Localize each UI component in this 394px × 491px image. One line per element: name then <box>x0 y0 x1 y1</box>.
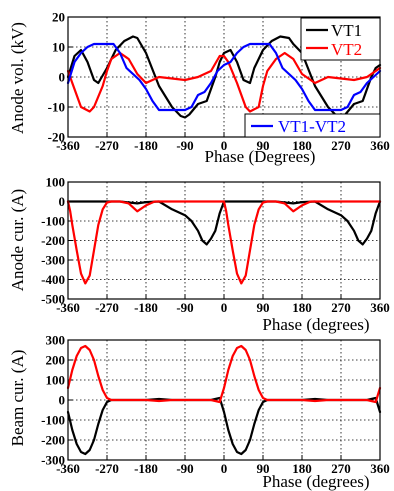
y-axis-label: Beam cur. (A) <box>8 350 27 447</box>
panel-anode-voltage: Anode vol. (kV) Phase (Degrees) -360 -270… <box>8 10 390 167</box>
x-tick-label: 360 <box>370 138 390 153</box>
y-tick-label: -200 <box>41 233 65 248</box>
y-tick-label: 100 <box>46 175 66 190</box>
x-tick-label: 270 <box>331 138 351 153</box>
y-tick-label: -500 <box>41 292 65 307</box>
x-tick-label: 270 <box>331 300 351 315</box>
y-tick-label: -300 <box>41 253 65 268</box>
x-tick-label: 0 <box>221 461 228 476</box>
series-line-vt2 <box>66 51 382 113</box>
x-tick-label: -90 <box>176 300 193 315</box>
plot-frame <box>67 181 381 300</box>
y-tick-label: 0 <box>59 393 66 408</box>
y-tick-label: 0 <box>59 194 66 209</box>
x-tick-label: -270 <box>95 138 119 153</box>
x-tick-label: 180 <box>292 461 312 476</box>
x-tick-label: 90 <box>257 138 270 153</box>
x-tick-label: -270 <box>95 461 119 476</box>
x-tick-label: -90 <box>176 461 193 476</box>
x-tick-label: -180 <box>134 300 158 315</box>
x-tick-label: 90 <box>257 300 270 315</box>
plot-frame <box>67 339 381 461</box>
y-tick-label: -400 <box>41 272 65 287</box>
legend-label-vt1: VT1 <box>331 21 362 40</box>
x-tick-label: 270 <box>331 461 351 476</box>
x-tick-label: 0 <box>221 138 228 153</box>
y-tick-label: 20 <box>52 10 65 25</box>
y-tick-label: 200 <box>46 353 66 368</box>
series-line-series-2 <box>66 200 382 285</box>
y-tick-label: 300 <box>46 333 66 348</box>
y-tick-label: 100 <box>46 373 66 388</box>
x-tick-label: 360 <box>370 461 390 476</box>
series-line-series-2 <box>66 344 382 404</box>
x-tick-label: -360 <box>56 461 80 476</box>
y-tick-label: -200 <box>41 433 65 448</box>
x-tick-label: -360 <box>56 300 80 315</box>
x-tick-label: -90 <box>176 138 193 153</box>
legend-bottom: VT1-VT2 <box>244 113 381 138</box>
panel-anode-current: Anode cur. (A) Phase (degrees) -360 -270-… <box>8 175 390 335</box>
y-axis-label: Anode vol. (kV) <box>8 22 27 134</box>
y-tick-label: -10 <box>48 100 65 115</box>
y-tick-label: -100 <box>41 413 65 428</box>
legend-label-vt2: VT2 <box>331 40 362 59</box>
x-tick-label: 90 <box>257 461 270 476</box>
series-line-vt1-vt2 <box>66 42 382 112</box>
x-tick-label: -360 <box>56 138 80 153</box>
y-tick-label: -20 <box>48 130 65 145</box>
y-axis-label: Anode cur. (A) <box>8 189 27 291</box>
legend-top: VT1 VT2 <box>300 17 381 61</box>
plot-frame <box>67 16 381 138</box>
x-tick-label: 360 <box>370 300 390 315</box>
series-line-series-1 <box>66 396 382 456</box>
x-tick-label: -180 <box>134 138 158 153</box>
x-axis-label: Phase (degrees) <box>262 472 369 491</box>
y-tick-label: 0 <box>59 70 66 85</box>
x-tick-label: 180 <box>292 138 312 153</box>
legend-label-vt1-vt2: VT1-VT2 <box>278 117 346 136</box>
y-tick-label: -100 <box>41 214 65 229</box>
y-tick-label: -300 <box>41 453 65 468</box>
x-tick-label: 0 <box>221 300 228 315</box>
x-tick-label: -180 <box>134 461 158 476</box>
x-tick-label: -270 <box>95 300 119 315</box>
x-axis-label: Phase (degrees) <box>262 315 369 334</box>
y-tick-label: 10 <box>52 40 65 55</box>
panel-beam-current: Beam cur. (A) Phase (degrees) -360 -270 -1… <box>8 333 390 491</box>
x-tick-label: 180 <box>292 300 312 315</box>
x-axis-label: Phase (Degrees) <box>205 147 316 166</box>
